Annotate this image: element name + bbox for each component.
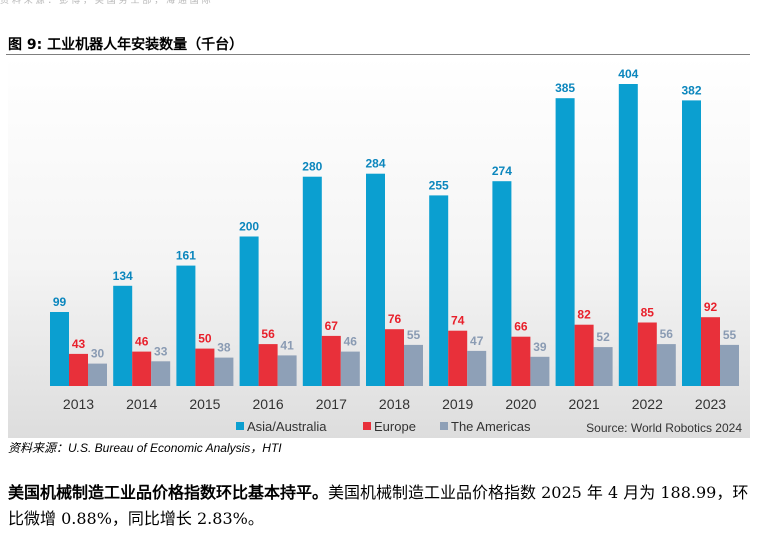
source-note: 资料来源：U.S. Bureau of Economic Analysis，HT… xyxy=(8,441,282,455)
legend-swatch xyxy=(236,422,244,430)
bar-europe-2017 xyxy=(321,335,341,386)
value-label: 43 xyxy=(72,337,86,351)
x-tick-label: 2022 xyxy=(632,396,663,412)
bar-the-americas-2014 xyxy=(151,361,171,386)
bar-europe-2020 xyxy=(511,336,531,386)
bar-the-americas-2013 xyxy=(88,363,107,386)
bar-europe-2013 xyxy=(69,353,88,386)
legend-label: The Americas xyxy=(451,419,531,434)
value-label: 200 xyxy=(239,220,259,234)
chart-area: 99 43 30 134 46 33 161 50 38 200 56 41 280 67 46 284 76 5… xyxy=(8,56,750,438)
bar-asia-australia-2020 xyxy=(492,181,512,386)
value-label: 134 xyxy=(113,269,133,283)
bar-europe-2016 xyxy=(258,344,278,386)
bar-the-americas-2016 xyxy=(277,355,297,386)
legend-swatch xyxy=(363,422,371,430)
value-label: 161 xyxy=(176,249,196,263)
value-label: 82 xyxy=(577,308,591,322)
value-label: 47 xyxy=(470,334,484,348)
bar-the-americas-2015 xyxy=(214,357,234,386)
bar-asia-australia-2013 xyxy=(50,312,69,386)
bar-asia-australia-2018 xyxy=(366,173,385,386)
value-label: 50 xyxy=(198,332,212,346)
bar-asia-australia-2019 xyxy=(429,195,449,386)
value-label: 46 xyxy=(344,335,358,349)
value-label: 385 xyxy=(555,81,575,95)
summary-paragraph: 美国机械制造工业品价格指数环比基本持平。美国机械制造工业品价格指数 2025 年… xyxy=(8,480,752,532)
bar-the-americas-2019 xyxy=(467,350,487,386)
x-tick-label: 2023 xyxy=(695,396,726,412)
value-label: 99 xyxy=(53,295,67,309)
bar-the-americas-2021 xyxy=(593,347,613,386)
bar-the-americas-2018 xyxy=(404,344,423,386)
value-label: 33 xyxy=(154,344,168,358)
value-label: 85 xyxy=(641,306,655,320)
x-tick-label: 2015 xyxy=(189,396,220,412)
value-label: 74 xyxy=(451,314,465,328)
title-divider xyxy=(6,54,750,55)
legend-label: Asia/Australia xyxy=(247,419,327,434)
value-label: 46 xyxy=(135,335,149,349)
value-label: 30 xyxy=(91,347,105,361)
bar-europe-2021 xyxy=(574,324,594,386)
value-label: 66 xyxy=(514,320,528,334)
value-label: 41 xyxy=(280,338,294,352)
value-label: 280 xyxy=(302,160,322,174)
bar-asia-australia-2021 xyxy=(555,98,575,386)
value-label: 274 xyxy=(492,164,512,178)
bar-asia-australia-2022 xyxy=(618,84,638,386)
bars-layer xyxy=(50,84,739,387)
value-label: 284 xyxy=(365,157,385,171)
value-label: 39 xyxy=(533,340,547,354)
bar-the-americas-2020 xyxy=(530,356,550,386)
x-tick-label: 2020 xyxy=(505,396,536,412)
value-label: 382 xyxy=(681,83,701,97)
bar-asia-australia-2016 xyxy=(239,236,259,386)
value-label: 56 xyxy=(261,327,275,341)
bar-asia-australia-2015 xyxy=(176,265,196,386)
value-label: 55 xyxy=(407,328,421,342)
value-label: 55 xyxy=(723,328,737,342)
bar-the-americas-2017 xyxy=(340,351,360,386)
x-tick-label: 2017 xyxy=(316,396,347,412)
value-label: 38 xyxy=(217,341,231,355)
bar-europe-2019 xyxy=(448,330,468,386)
x-tick-label: 2016 xyxy=(253,396,284,412)
bar-europe-2018 xyxy=(385,329,404,386)
paragraph-lead: 美国机械制造工业品价格指数环比基本持平。 xyxy=(8,483,329,502)
bar-asia-australia-2017 xyxy=(302,176,322,386)
bar-chart: 99 43 30 134 46 33 161 50 38 200 56 41 280 67 46 284 76 5… xyxy=(8,56,750,438)
value-label: 52 xyxy=(596,330,610,344)
bar-europe-2014 xyxy=(132,351,152,386)
bar-asia-australia-2014 xyxy=(113,285,133,386)
legend-swatch xyxy=(440,422,448,430)
legend: Asia/Australia Europe The Americas xyxy=(236,419,531,434)
value-label: 67 xyxy=(325,319,339,333)
value-label: 404 xyxy=(618,67,638,81)
legend-label: Europe xyxy=(374,419,416,434)
x-tick-label: 2013 xyxy=(63,396,94,412)
cropped-header-text: 资 料 来 源 ： 彭 博 ， 美 国 劳 工 部 ， 海 通 国 际 xyxy=(0,0,211,6)
value-label: 76 xyxy=(388,312,402,326)
bar-the-americas-2022 xyxy=(656,344,676,386)
x-tick-labels-layer: 2013 2014 2015 2016 2017 2018 2019 2020 2021 2022… xyxy=(63,396,726,412)
value-label: 92 xyxy=(704,300,718,314)
value-label: 255 xyxy=(429,178,449,192)
bar-the-americas-2023 xyxy=(720,344,739,386)
bar-europe-2015 xyxy=(195,348,215,386)
chart-source-label: Source: World Robotics 2024 xyxy=(586,421,742,435)
paragraph-body: 美国机械制造工业品价格指数 2025 年 4 月为 188.99，环比微增 0.… xyxy=(8,483,749,528)
figure-title: 图 9: 工业机器人年安装数量（千台） xyxy=(8,37,244,53)
bar-europe-2023 xyxy=(701,317,720,386)
value-labels-layer: 99 43 30 134 46 33 161 50 38 200 56 41 280 67 46 284 76 5… xyxy=(53,67,737,361)
x-tick-label: 2018 xyxy=(379,396,410,412)
bar-europe-2022 xyxy=(637,322,657,386)
bar-asia-australia-2023 xyxy=(682,100,701,387)
value-label: 56 xyxy=(660,327,674,341)
x-tick-label: 2021 xyxy=(569,396,600,412)
x-tick-label: 2019 xyxy=(442,396,473,412)
x-tick-label: 2014 xyxy=(126,396,157,412)
